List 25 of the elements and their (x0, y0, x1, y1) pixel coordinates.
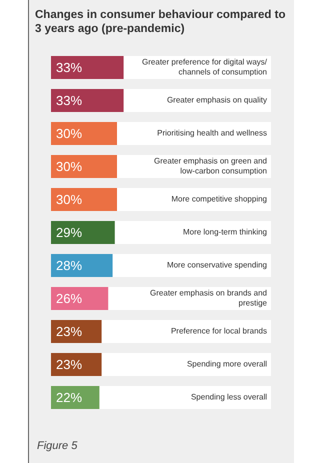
y-tick-label: Greater emphasis on quality (166, 96, 267, 105)
y-tick-label: Spending more overall (186, 360, 268, 369)
data-label: 33% (56, 93, 82, 108)
data-label: 29% (56, 225, 82, 240)
data-label: 33% (56, 60, 82, 76)
y-tick-label: Preference for local brands (170, 326, 267, 336)
caption: Figure 5 (37, 440, 78, 452)
y-tick-label: More competitive shopping (171, 194, 267, 204)
y-tick-label: Prioritising health and wellness (157, 128, 267, 138)
data-label: 22% (56, 390, 82, 406)
chart-title: Changes in consumer behaviour compared to 3 years ago (pre-pandemic) (35, 8, 286, 36)
y-tick-label: Spending less overall (190, 392, 268, 402)
data-label: 30% (56, 192, 82, 208)
y-tick-label: Greater preference for digital ways/ channels of consumption (142, 58, 268, 77)
y-tick-label: Greater emphasis on brands and prestige (150, 288, 268, 308)
y-tick-label: More long-term thinking (182, 228, 267, 237)
data-label: 23% (56, 324, 82, 340)
data-label: 30% (56, 126, 82, 142)
data-label: 23% (56, 357, 82, 372)
bar (51, 386, 100, 410)
y-tick-label: Greater emphasis on green and low-carbon consumption (154, 156, 267, 176)
y-tick-label: More conservative spending (166, 260, 267, 270)
data-label: 30% (56, 159, 82, 174)
data-label: 28% (56, 258, 82, 274)
data-label: 26% (56, 291, 82, 306)
